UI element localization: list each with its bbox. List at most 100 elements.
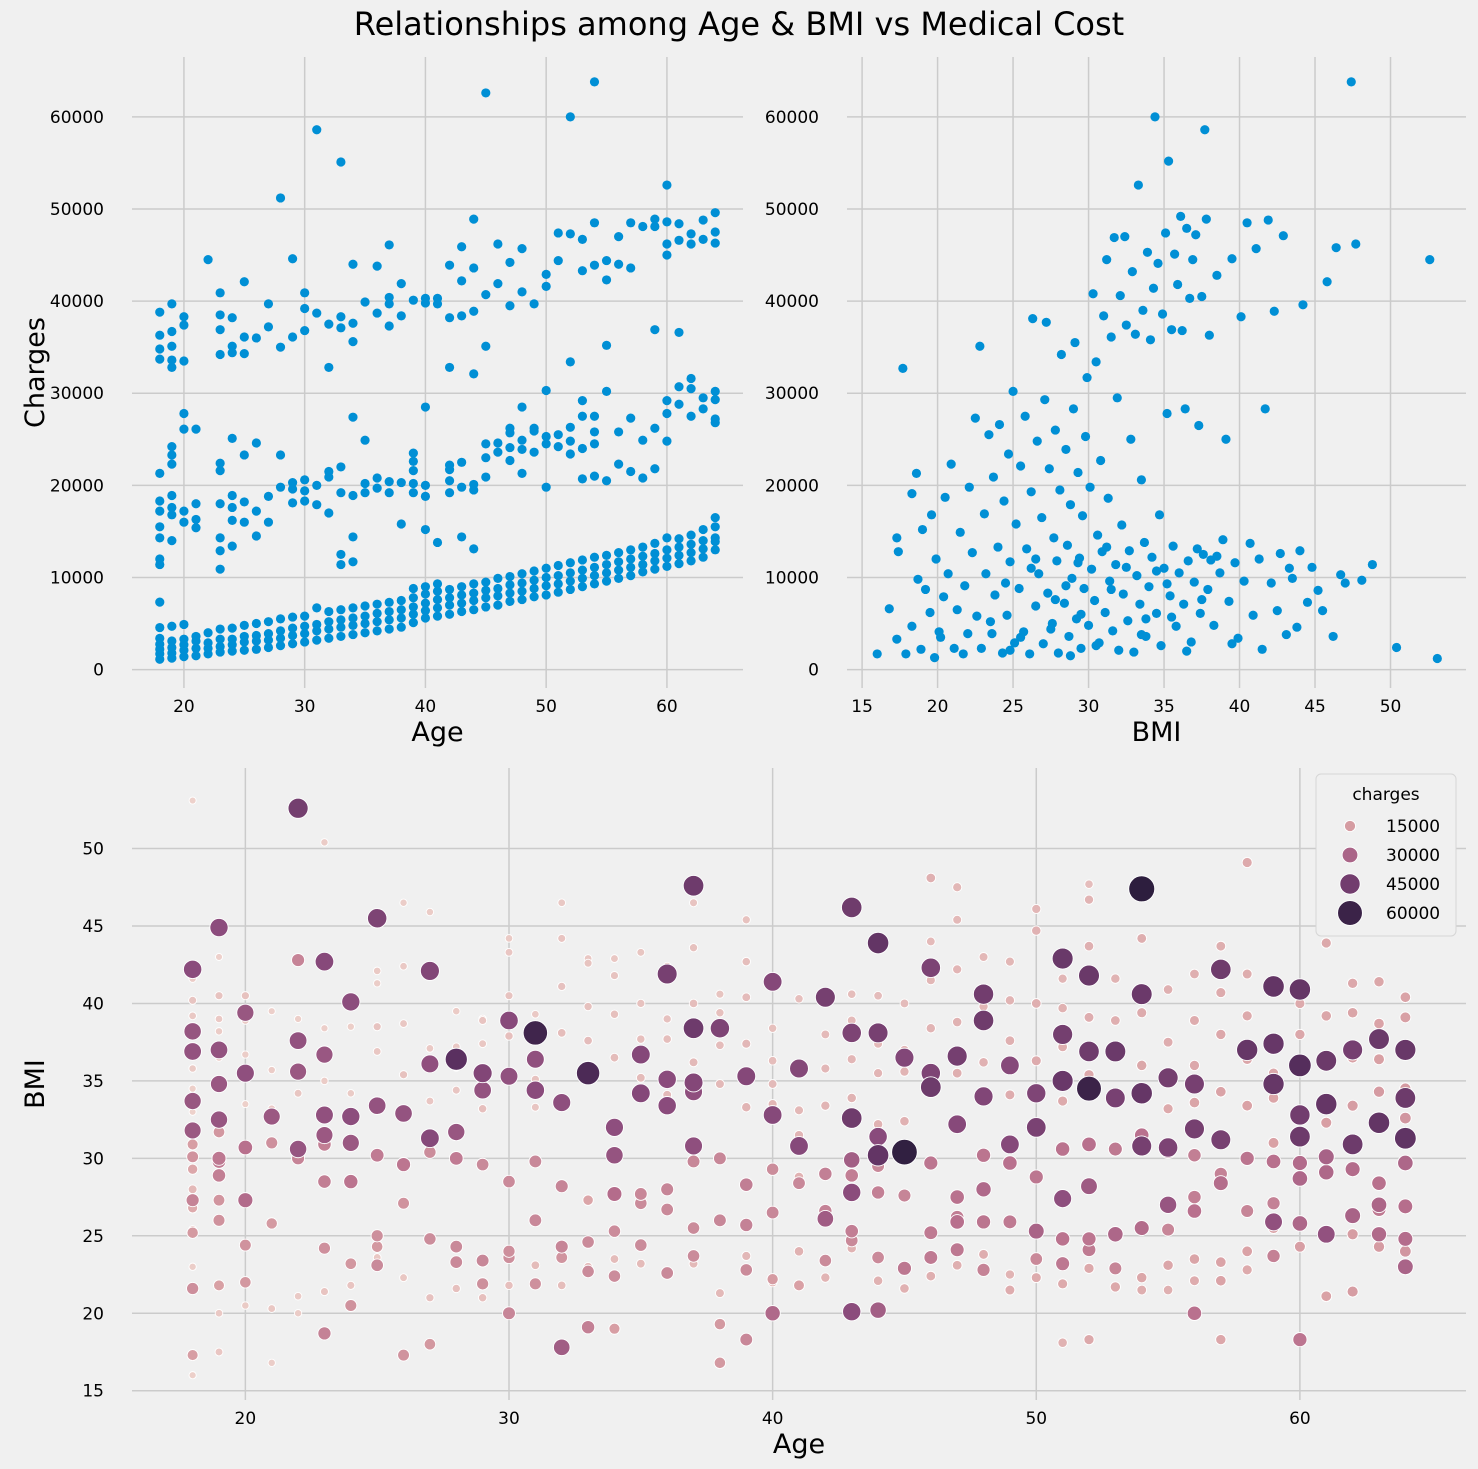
data-point (1111, 559, 1121, 570)
data-point (686, 547, 696, 558)
data-point (1317, 1148, 1335, 1166)
data-point (346, 1089, 356, 1098)
data-point (505, 596, 515, 607)
data-point (710, 512, 720, 523)
data-point (372, 261, 382, 271)
data-point (493, 279, 503, 289)
data-point (609, 1052, 620, 1063)
x-tick-label: 35 (1153, 697, 1175, 717)
data-point (767, 1079, 778, 1089)
data-point (1397, 1258, 1414, 1276)
data-point (211, 1150, 227, 1166)
data-point (741, 1102, 752, 1113)
data-point (324, 508, 334, 518)
data-point (312, 308, 322, 318)
data-point (1031, 601, 1041, 611)
data-point (949, 1242, 965, 1258)
data-point (1189, 1275, 1200, 1287)
data-point (565, 576, 575, 586)
data-point (872, 649, 882, 659)
data-point (662, 533, 672, 543)
data-point (408, 602, 418, 612)
data-point (650, 548, 660, 559)
data-point (408, 593, 418, 603)
data-point (614, 427, 624, 437)
data-point (868, 1126, 888, 1147)
data-point (384, 321, 394, 331)
data-point (841, 896, 863, 919)
data-point (1108, 626, 1118, 636)
data-point (614, 259, 624, 269)
data-point (341, 1133, 360, 1152)
data-point (300, 486, 310, 496)
data-point (531, 1010, 540, 1019)
data-point (1372, 1085, 1386, 1098)
data-point (420, 598, 431, 608)
data-point (324, 466, 334, 477)
data-point (227, 541, 237, 551)
data-point (662, 217, 672, 227)
data-point (990, 590, 1000, 600)
data-point (840, 1107, 863, 1129)
data-point (1391, 642, 1402, 653)
data-point (469, 579, 479, 589)
data-point (472, 1063, 493, 1084)
data-point (1295, 546, 1305, 556)
data-point (985, 617, 996, 627)
data-point (394, 1104, 413, 1123)
data-point (1195, 608, 1205, 618)
data-point (529, 566, 539, 576)
data-point (215, 533, 225, 543)
data-point (312, 635, 322, 645)
data-point (215, 349, 225, 360)
data-point (444, 1047, 468, 1071)
data-point (336, 157, 346, 167)
data-point (360, 628, 370, 638)
data-point (1373, 976, 1385, 988)
y-tick-label: 30000 (765, 384, 819, 404)
data-point (476, 1277, 490, 1291)
age-bmi-panel: 20 30 40 50 60 15 20 25 30 35 40 45 50 Age BMI charges 1… (20, 768, 1466, 1460)
y-tick-label: 40000 (765, 292, 819, 312)
data-point (155, 597, 165, 607)
data-point (211, 1168, 227, 1183)
data-point (251, 438, 261, 448)
data-point (1170, 249, 1180, 259)
data-point (372, 1047, 382, 1056)
y-tick-label: 50000 (765, 200, 819, 220)
data-point (263, 299, 274, 309)
data-point (469, 479, 479, 490)
data-point (1189, 968, 1200, 980)
data-point (978, 1249, 989, 1260)
data-point (1186, 637, 1196, 647)
data-point (916, 644, 926, 654)
data-point (684, 1136, 703, 1156)
data-point (1320, 1290, 1333, 1303)
data-point (553, 587, 563, 597)
data-point (1083, 940, 1095, 952)
data-point (1004, 1089, 1016, 1101)
data-point (396, 605, 406, 615)
data-point (1151, 566, 1162, 576)
data-point (553, 430, 563, 440)
data-point (287, 498, 298, 508)
data-point (1132, 571, 1142, 581)
data-point (449, 1239, 464, 1254)
data-point (1187, 1148, 1202, 1163)
data-point (155, 330, 165, 340)
data-point (794, 1105, 804, 1116)
data-point (1236, 312, 1246, 322)
data-point (215, 325, 225, 335)
data-point (1136, 933, 1148, 944)
data-point (970, 413, 980, 423)
data-point (1224, 596, 1234, 607)
data-point (186, 1138, 199, 1151)
data-point (541, 269, 551, 279)
data-point (541, 439, 551, 449)
data-point (698, 404, 708, 414)
data-point (263, 491, 274, 501)
data-point (1031, 925, 1042, 936)
data-point (662, 1034, 672, 1044)
data-point (1105, 1087, 1126, 1109)
